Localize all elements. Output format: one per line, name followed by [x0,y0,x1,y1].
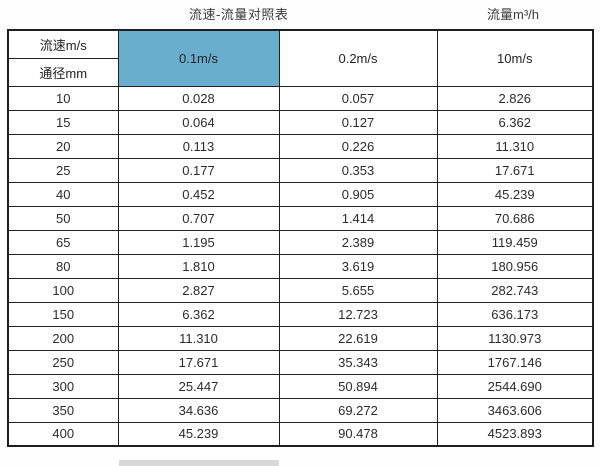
table-row: 350 34.636 69.272 3463.606 [7,397,594,423]
value-cell: 45.239 [436,181,594,207]
diameter-cell: 150 [7,301,119,327]
table-row: 150 6.362 12.723 636.173 [7,301,594,327]
value-cell: 1.414 [278,205,438,231]
value-cell: 2.389 [278,229,438,255]
table-row: 80 1.810 3.619 180.956 [7,253,594,279]
diameter-cell: 100 [7,277,119,303]
diameter-cell: 25 [7,157,119,183]
diameter-cell: 15 [7,109,119,135]
value-cell: 1767.146 [436,349,594,375]
value-cell: 3.619 [278,253,438,279]
value-cell: 11.310 [117,325,280,351]
diameter-cell: 65 [7,229,119,255]
table-row: 15 0.064 0.127 6.362 [7,109,594,135]
value-cell: 0.905 [278,181,438,207]
value-cell: 90.478 [278,421,438,447]
diameter-cell: 200 [7,325,119,351]
value-cell: 0.057 [278,85,438,111]
value-cell: 17.671 [436,157,594,183]
value-cell: 2.826 [436,85,594,111]
value-cell: 11.310 [436,133,594,159]
diameter-cell: 350 [7,397,119,423]
value-cell: 1.195 [117,229,280,255]
value-cell: 180.956 [436,253,594,279]
header-row-top: 流速m/s 0.1m/s 0.2m/s 10m/s [7,29,594,87]
value-cell: 4523.893 [436,421,594,447]
table-row: 300 25.447 50.894 2544.690 [7,373,594,399]
diameter-cell: 40 [7,181,119,207]
column-header-0-2ms: 0.2m/s [278,29,438,87]
value-cell: 25.447 [117,373,280,399]
corner-diameter-label: 通径mm [7,57,119,87]
table-row: 250 17.671 35.343 1767.146 [7,349,594,375]
value-cell: 1.810 [117,253,280,279]
diameter-cell: 50 [7,205,119,231]
value-cell: 0.452 [117,181,280,207]
corner-velocity-label: 流速m/s [7,29,119,59]
value-cell: 1130.973 [436,325,594,351]
value-cell: 0.127 [278,109,438,135]
value-cell: 2.827 [117,277,280,303]
value-cell: 17.671 [117,349,280,375]
value-cell: 12.723 [278,301,438,327]
value-cell: 636.173 [436,301,594,327]
value-cell: 69.272 [278,397,438,423]
column-header-10ms: 10m/s [436,29,594,87]
diameter-cell: 400 [7,421,119,447]
table-row: 100 2.827 5.655 282.743 [7,277,594,303]
value-cell: 6.362 [117,301,280,327]
value-cell: 70.686 [436,205,594,231]
value-cell: 34.636 [117,397,280,423]
value-cell: 0.353 [278,157,438,183]
table-row: 200 11.310 22.619 1130.973 [7,325,594,351]
value-cell: 2544.690 [436,373,594,399]
diameter-cell: 20 [7,133,119,159]
table-row: 40 0.452 0.905 45.239 [7,181,594,207]
column-header-0-1ms: 0.1m/s [117,29,280,87]
value-cell: 0.064 [117,109,280,135]
value-cell: 35.343 [278,349,438,375]
value-cell: 119.459 [436,229,594,255]
value-cell: 22.619 [278,325,438,351]
diameter-cell: 300 [7,373,119,399]
flow-unit-label: 流量m³/h [487,7,540,22]
value-cell: 45.239 [117,421,280,447]
diameter-cell: 10 [7,85,119,111]
table-row: 50 0.707 1.414 70.686 [7,205,594,231]
table-row: 65 1.195 2.389 119.459 [7,229,594,255]
value-cell: 3463.606 [436,397,594,423]
value-cell: 6.362 [436,109,594,135]
diameter-cell: 80 [7,253,119,279]
flow-rate-table: 流速m/s 0.1m/s 0.2m/s 10m/s 通径mm 10 0.028 … [7,29,594,447]
value-cell: 0.177 [117,157,280,183]
table-row: 400 45.239 90.478 4523.893 [7,421,594,447]
table-row: 25 0.177 0.353 17.671 [7,157,594,183]
gray-column-tail [119,460,279,466]
table-row: 10 0.028 0.057 2.826 [7,85,594,111]
value-cell: 0.113 [117,133,280,159]
diameter-cell: 250 [7,349,119,375]
value-cell: 282.743 [436,277,594,303]
value-cell: 0.226 [278,133,438,159]
table-row: 20 0.113 0.226 11.310 [7,133,594,159]
value-cell: 0.028 [117,85,280,111]
page-title: 流速-流量对照表 [189,7,289,22]
value-cell: 50.894 [278,373,438,399]
header-row-bottom: 通径mm [7,57,593,87]
value-cell: 0.707 [117,205,280,231]
value-cell: 5.655 [278,277,438,303]
